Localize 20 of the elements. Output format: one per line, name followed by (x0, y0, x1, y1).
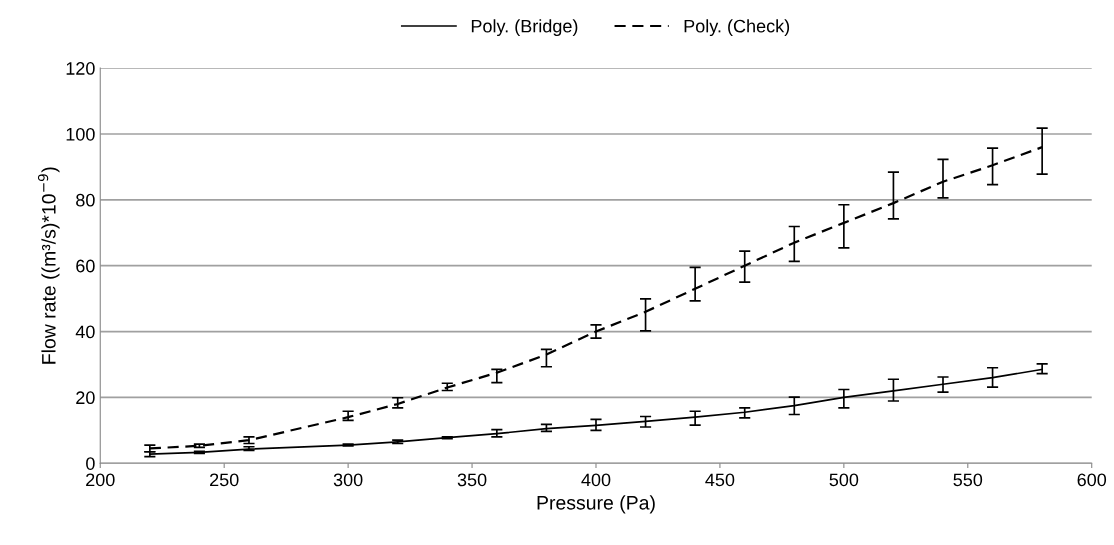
y-tick-label: 0 (86, 457, 95, 470)
x-tick-label: 300 (333, 473, 363, 487)
x-tick-label: 500 (829, 473, 859, 487)
x-tick-label: 400 (581, 473, 611, 487)
y-tick-label: 80 (76, 193, 95, 207)
x-tick-label: 600 (1077, 473, 1107, 487)
y-tick-label: 40 (75, 325, 95, 339)
x-axis-title: Pressure (Pa) (537, 495, 655, 514)
x-tick-label: 200 (86, 473, 115, 487)
y-tick-label: 100 (66, 127, 95, 141)
legend-label: Poly. (Bridge) (471, 19, 578, 37)
x-tick-label: 350 (457, 473, 487, 487)
y-tick-label: 60 (76, 259, 95, 273)
x-tick-label: 450 (705, 473, 735, 487)
y-axis-title: Flow rate ((m³/s)*10$^{−9}$) (37, 167, 60, 364)
y-tick-label: 120 (66, 62, 95, 75)
x-tick-label: 250 (210, 473, 239, 487)
y-tick-label: 20 (76, 391, 95, 405)
x-tick-label: 550 (953, 473, 983, 487)
legend-label: Poly. (Check) (684, 19, 790, 37)
